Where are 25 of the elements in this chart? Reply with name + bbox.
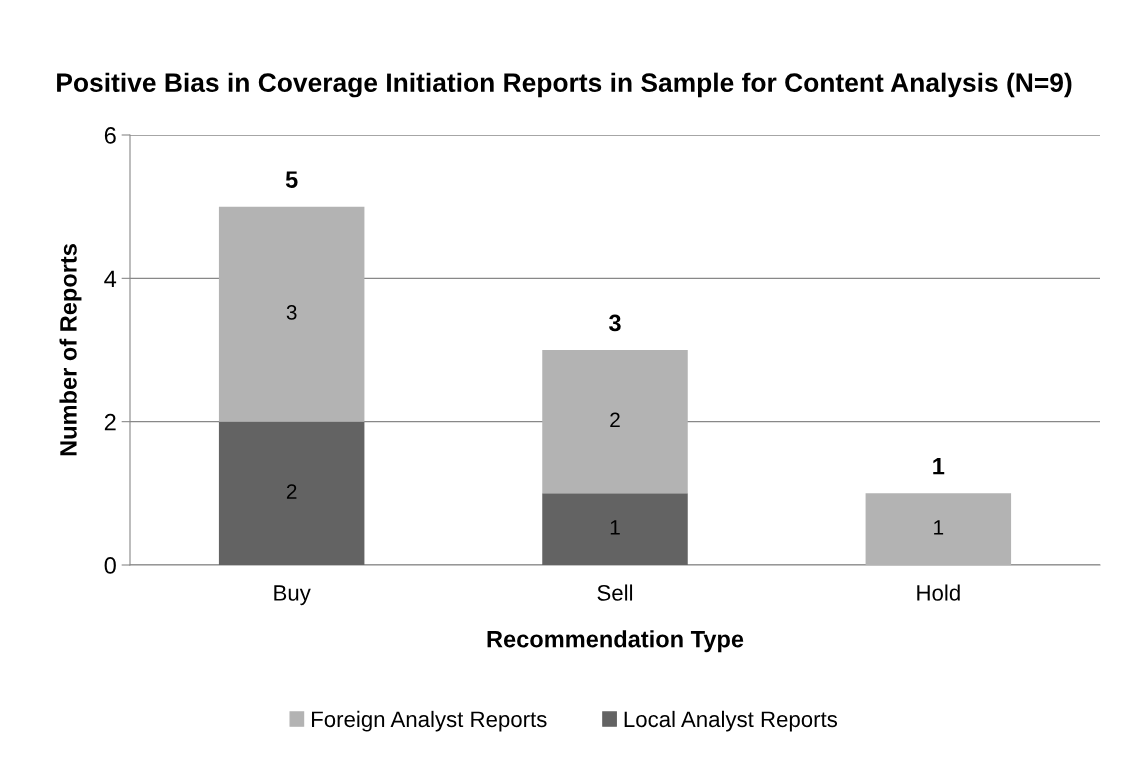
bar: [218, 421, 365, 565]
y-tick-label: 4: [104, 270, 117, 287]
bar: [218, 206, 365, 422]
legend-label: Foreign Analyst Reports: [312, 710, 547, 732]
x-tick-label: Hold: [917, 584, 960, 601]
y-tick-label: 0: [104, 557, 116, 574]
bar: [865, 493, 1012, 565]
data-label: 1: [610, 520, 620, 535]
data-label: 2: [610, 412, 620, 428]
bar: [542, 493, 688, 565]
bar: [542, 350, 688, 494]
y-axis-title: Number of Reports: [59, 244, 82, 456]
x-tick-label: Sell: [597, 584, 633, 601]
total-label: 1: [933, 458, 945, 475]
legend-label: Local Analyst Reports: [624, 710, 838, 732]
data-label: 3: [286, 305, 297, 320]
y-tick-label: 2: [104, 413, 116, 431]
total-label: 3: [608, 314, 621, 332]
chart-title: Positive Bias in Coverage Initiation Reports in Sample for Content Analysis (N=9): [57, 72, 1072, 98]
x-axis-title: Recommendation Type: [487, 630, 744, 653]
x-tick-label: Buy: [274, 585, 311, 606]
y-tick-label: 6: [104, 127, 116, 144]
data-label: 1: [934, 520, 944, 535]
total-label: 5: [285, 171, 298, 188]
data-label: 2: [286, 484, 297, 499]
